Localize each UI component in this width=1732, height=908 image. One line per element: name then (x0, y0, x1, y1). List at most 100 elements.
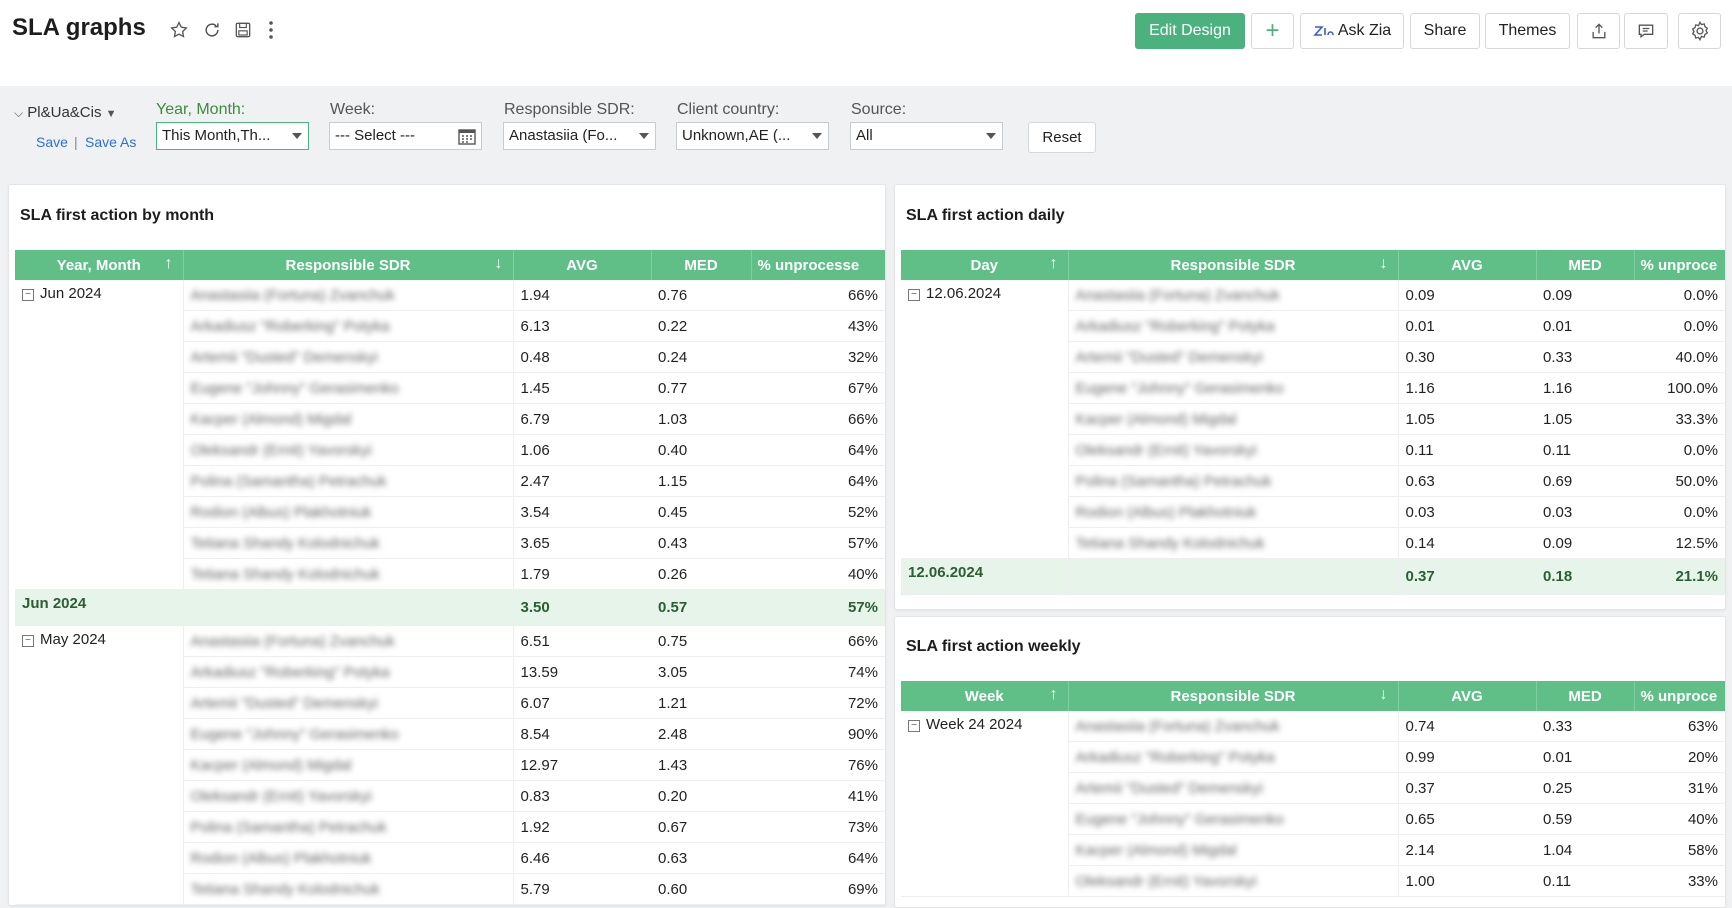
sort-asc-icon[interactable]: ↑ (1049, 255, 1058, 272)
collapse-icon[interactable]: − (908, 289, 920, 301)
avg-cell: 0.48 (512, 341, 651, 373)
sdr-cell: Anastasiia (Fortuna) Zvanchuk (1068, 711, 1399, 742)
save-icon[interactable] (231, 18, 255, 42)
med-cell: 0.33 (1536, 341, 1634, 373)
column-header-day[interactable]: Day ↑ (901, 250, 1069, 280)
avg-cell: 13.59 (512, 656, 651, 688)
share-button[interactable]: Share (1410, 13, 1480, 49)
med-cell: 0.03 (1536, 496, 1634, 528)
more-options-icon[interactable] (259, 18, 283, 42)
sdr-cell: Tetiana Shandy Kolodnichuk (183, 558, 514, 590)
caret-down-icon: ▼ (105, 108, 117, 120)
column-header-week[interactable]: Week ↑ (901, 681, 1069, 711)
unprocessed-cell: 52% (751, 496, 885, 528)
sdr-name: Rodion (Albus) Plakhotniuk (1075, 503, 1257, 521)
reset-button[interactable]: Reset (1028, 122, 1096, 153)
sort-desc-icon[interactable]: ↓ (1379, 255, 1388, 272)
unprocessed-cell: 100.0% (1634, 372, 1725, 404)
total-row: 12.06.2024 0.37 0.18 21.1% (901, 558, 1725, 595)
unprocessed-cell: 40.0% (1634, 341, 1725, 373)
sdr-name: Artemii "Dusted" Demenskyi (1075, 779, 1263, 797)
total-label: 12.06.2024 (901, 558, 1069, 595)
column-label: MED (684, 256, 718, 274)
med-cell: 3.05 (651, 656, 751, 688)
refresh-icon[interactable] (200, 18, 224, 42)
sdr-name: Rodion (Albus) Plakhotniuk (190, 503, 372, 521)
collapse-icon[interactable]: − (22, 635, 34, 647)
view-selector[interactable]: ⌵ Pl&Ua&Cis ▼ (14, 104, 117, 121)
column-header-avg[interactable]: AVG (1398, 250, 1537, 280)
unprocessed-cell: 73% (751, 811, 885, 843)
column-header-med[interactable]: MED (1536, 250, 1635, 280)
group-label: Week 24 2024 (926, 716, 1023, 733)
edit-design-button[interactable]: Edit Design (1135, 13, 1245, 49)
header-bar: SLA graphs Edit Design + Ask Zia Share T… (0, 0, 1732, 86)
export-button[interactable] (1577, 13, 1620, 49)
med-cell: 0.22 (651, 310, 751, 342)
avg-cell: 2.14 (1397, 834, 1536, 866)
year-month-select[interactable]: This Month,Th... (156, 122, 309, 150)
sdr-name: Polina (Samantha) Petrachuk (190, 818, 387, 836)
avg-cell: 0.65 (1397, 803, 1536, 835)
column-header-med[interactable]: MED (651, 250, 752, 280)
star-icon[interactable] (167, 18, 191, 42)
column-header-med[interactable]: MED (1536, 681, 1635, 711)
column-header-avg[interactable]: AVG (1398, 681, 1537, 711)
column-header-year-month[interactable]: Year, Month ↑ (15, 250, 184, 280)
week-select[interactable]: --- Select --- (329, 122, 482, 150)
sdr-name: Anastasiia (Fortuna) Zvanchuk (190, 286, 395, 304)
settings-button[interactable] (1678, 13, 1721, 49)
column-label: Responsible SDR (1170, 256, 1296, 274)
unprocessed-cell: 72% (751, 687, 885, 719)
week-value: --- Select --- (335, 127, 415, 144)
sdr-name: Tetiana Shandy Kolodnichuk (190, 534, 380, 552)
sdr-cell: Tetiana Shandy Kolodnichuk (183, 527, 514, 559)
add-button[interactable]: + (1251, 13, 1294, 49)
column-header-responsible-sdr[interactable]: Responsible SDR ↓ (1068, 250, 1399, 280)
column-header-unprocessed[interactable]: % unproce (1634, 681, 1725, 711)
calendar-icon[interactable] (458, 128, 476, 145)
column-header-avg[interactable]: AVG (513, 250, 652, 280)
unprocessed-cell: 0.0% (1634, 280, 1725, 311)
table-row: Eugene "Johnny" Gerasimenko 1.16 1.16 100.0… (901, 372, 1725, 404)
panel-sla-weekly: SLA first action weekly Week ↑ Responsibl… (894, 616, 1726, 908)
avg-cell: 3.65 (512, 527, 651, 559)
page-title: SLA graphs (12, 14, 146, 41)
sort-desc-icon[interactable]: ↓ (494, 255, 503, 272)
panel-title: SLA first action daily (906, 207, 1065, 224)
column-header-unprocessed[interactable]: % unprocesse (751, 250, 885, 280)
sdr-name: Arkadiusz "Roberking" Potyka (190, 663, 390, 681)
sort-asc-icon[interactable]: ↑ (1049, 686, 1058, 703)
unprocessed-cell: 76% (751, 749, 885, 781)
themes-button[interactable]: Themes (1485, 13, 1570, 49)
save-as-link[interactable]: Save As (85, 134, 137, 150)
sort-asc-icon[interactable]: ↑ (164, 255, 173, 272)
column-label: Week (964, 687, 1004, 705)
ask-zia-button[interactable]: Ask Zia (1300, 13, 1404, 49)
sla-by-month-table: Year, Month ↑ Responsible SDR ↓ AVG MED % … (15, 250, 885, 905)
client-country-select[interactable]: Unknown,AE (... (676, 122, 829, 150)
table-row: Artemii "Dusted" Demenskyi 0.48 0.24 32% (15, 341, 885, 373)
year-month-value: This Month,Th... (162, 127, 271, 144)
save-link[interactable]: Save (36, 134, 68, 150)
column-header-unprocessed[interactable]: % unproce (1634, 250, 1725, 280)
avg-cell: 0.37 (1397, 772, 1536, 804)
sort-desc-icon[interactable]: ↓ (1379, 686, 1388, 703)
unprocessed-cell: 66% (751, 403, 885, 435)
unprocessed-cell: 43% (751, 310, 885, 342)
column-label: Day (970, 256, 999, 274)
sdr-cell: Artemii "Dusted" Demenskyi (1068, 341, 1399, 373)
unprocessed-cell: 69% (751, 873, 885, 905)
column-header-responsible-sdr[interactable]: Responsible SDR ↓ (183, 250, 514, 280)
collapse-icon[interactable]: − (908, 720, 920, 732)
avg-cell: 0.63 (1397, 465, 1536, 497)
avg-cell: 0.14 (1397, 527, 1536, 559)
column-header-responsible-sdr[interactable]: Responsible SDR ↓ (1068, 681, 1399, 711)
comments-button[interactable] (1624, 13, 1668, 49)
unprocessed-cell: 41% (751, 780, 885, 812)
caret-down-icon (292, 133, 302, 139)
table-row: Rodion (Albus) Plakhotniuk 0.03 0.03 0.0% (901, 496, 1725, 528)
collapse-icon[interactable]: − (22, 289, 34, 301)
responsible-sdr-select[interactable]: Anastasiia (Fo... (503, 122, 656, 150)
source-select[interactable]: All (850, 122, 1003, 150)
